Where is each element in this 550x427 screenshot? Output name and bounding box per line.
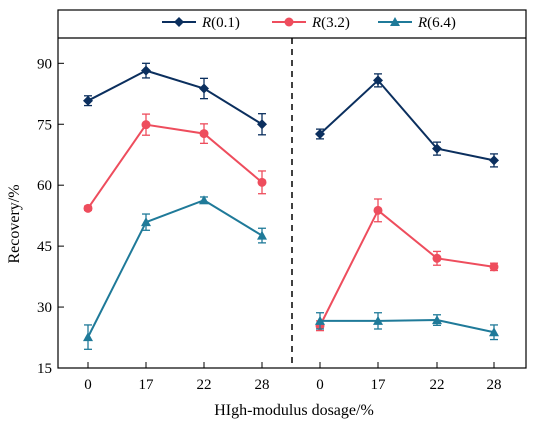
x-tick-label: 17 — [371, 377, 387, 393]
legend-marker — [174, 17, 184, 27]
series-line — [319, 208, 495, 327]
x-tick-label: 28 — [255, 377, 270, 393]
x-tick-label: 0 — [84, 377, 92, 393]
plot-frame — [57, 9, 527, 369]
axes: 15 30 45 60 75 90 0 17 22 28 0 17 22 28 — [37, 56, 502, 393]
chart-marks — [83, 62, 499, 350]
legend-label-prefix: R — [311, 15, 321, 31]
data-point — [432, 143, 442, 154]
data-point — [199, 129, 209, 139]
data-point — [315, 315, 325, 325]
legend-label: R(0.1) — [201, 15, 240, 31]
legend-label-suffix: (3.2) — [321, 15, 350, 31]
data-point — [432, 315, 442, 325]
data-point — [373, 315, 383, 325]
x-tick-label: 28 — [487, 377, 502, 393]
data-point — [257, 119, 267, 130]
data-point — [141, 217, 151, 227]
data-point — [199, 195, 209, 205]
plot-border — [57, 9, 527, 369]
x-tick-label: 17 — [139, 377, 155, 393]
series-line — [87, 69, 263, 126]
data-point — [257, 177, 267, 187]
series-0-1 — [83, 62, 499, 168]
data-point — [83, 332, 93, 342]
data-point — [315, 129, 325, 139]
data-point — [373, 205, 383, 215]
y-axis-title: Recovery/% — [6, 184, 23, 263]
legend: R(0.1) R(3.2) R(6.4) — [162, 15, 456, 31]
data-point — [373, 75, 383, 86]
y-tick-label: 90 — [37, 56, 52, 72]
data-point — [257, 230, 267, 240]
data-point — [83, 95, 93, 106]
data-point — [432, 253, 442, 263]
data-point — [199, 83, 209, 94]
legend-label-prefix: R — [417, 15, 427, 31]
legend-label: R(3.2) — [311, 15, 350, 31]
y-tick-label: 15 — [37, 361, 52, 377]
x-tick-label: 22 — [197, 377, 212, 393]
y-tick-label: 75 — [37, 117, 52, 133]
legend-label-suffix: (6.4) — [427, 15, 456, 31]
legend-entry: R(3.2) — [272, 15, 350, 31]
data-point — [141, 120, 151, 130]
x-tick-label: 22 — [430, 377, 445, 393]
x-tick-label: 0 — [316, 377, 324, 393]
series-3-2 — [83, 113, 499, 332]
y-tick-label: 45 — [37, 239, 52, 255]
series-line — [319, 78, 495, 162]
series-line — [87, 123, 263, 209]
legend-label-prefix: R — [201, 15, 211, 31]
data-point — [489, 262, 499, 272]
series-6-4 — [83, 195, 499, 350]
series-line — [87, 199, 263, 338]
data-point — [489, 155, 499, 166]
y-tick-label: 30 — [37, 300, 52, 316]
data-point — [141, 65, 151, 76]
legend-entry: R(0.1) — [162, 15, 240, 31]
legend-marker — [390, 17, 400, 26]
legend-label-suffix: (0.1) — [211, 15, 240, 31]
legend-entry: R(6.4) — [378, 15, 456, 31]
series-line — [320, 319, 495, 334]
x-axis-title: HIgh-modulus dosage/% — [214, 402, 374, 419]
y-tick-label: 60 — [37, 178, 52, 194]
data-point — [489, 327, 499, 337]
legend-marker — [284, 17, 294, 27]
data-point — [83, 203, 93, 213]
legend-label: R(6.4) — [417, 15, 456, 31]
